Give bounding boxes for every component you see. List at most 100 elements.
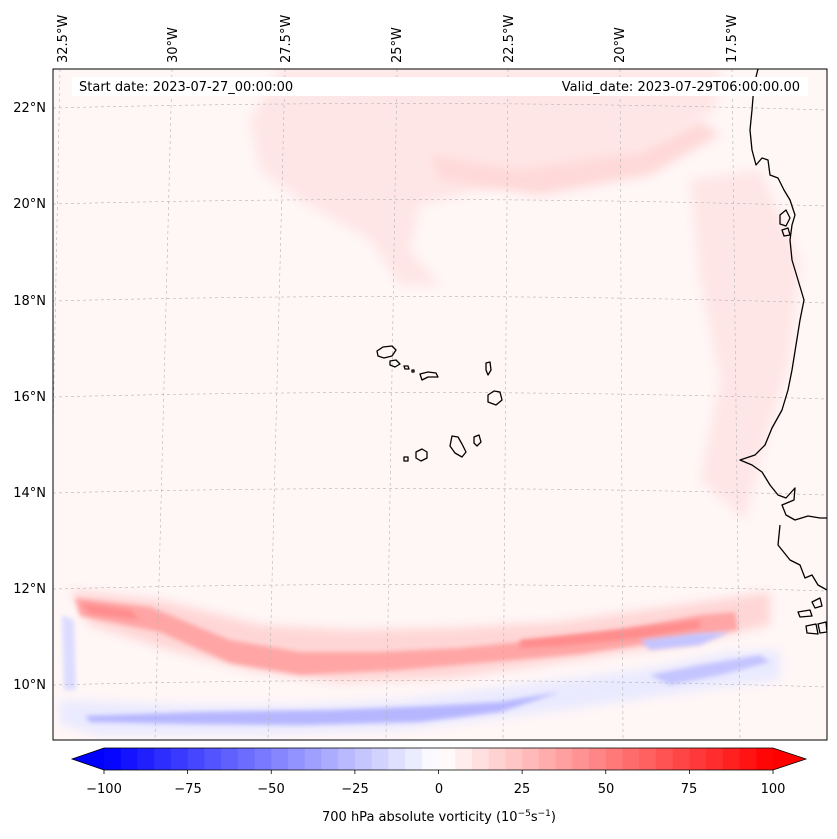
lat-label-20n: 20°N: [13, 197, 46, 212]
lat-label-18n: 18°N: [13, 294, 46, 309]
positive-vorticity-band-core: [75, 598, 738, 675]
colorbar-segment: [371, 748, 389, 770]
lon-label-30w: 30°W: [166, 27, 181, 63]
colorbar-tick-label: 25: [514, 782, 531, 797]
start-date-label: Start date: 2023-07-27_00:00:00: [79, 80, 293, 95]
cape-verde-brava: [403, 456, 409, 462]
colorbar-tick-label: 100: [761, 782, 786, 797]
cape-verde-santa-luzia: [403, 365, 415, 373]
lon-label-27-5w: 27.5°W: [279, 15, 294, 63]
colorbar-segment: [639, 748, 657, 770]
colorbar-segment: [137, 748, 155, 770]
colorbar-segment: [505, 748, 523, 770]
colorbar-extend-min-arrow: [72, 748, 104, 770]
colorbar-segment: [689, 748, 707, 770]
colorbar-segment: [170, 748, 189, 770]
colorbar-segment: [622, 748, 640, 770]
colorbar-segment: [756, 748, 774, 770]
colorbar-segment: [204, 748, 222, 770]
negative-vorticity-west-edge: [62, 615, 76, 690]
date-annotation-background: [72, 77, 808, 96]
colorbar-segment: [221, 748, 239, 770]
colorbar-segment: [605, 748, 624, 770]
cape-verde-santiago: [449, 435, 467, 458]
colorbar-segment: [438, 748, 456, 770]
positive-vorticity-coastal: [690, 170, 800, 520]
lon-label-17-5w: 17.5°W: [725, 15, 740, 63]
colorbar-label: 700 hPa absolute vorticity (10−5s−1): [322, 809, 556, 825]
colorbar-tick-labels: −100 −75 −50 −25 0 25 50 75 100: [86, 782, 785, 797]
colorbar-ticks: [103, 770, 774, 774]
cape-verde-fogo: [415, 448, 428, 462]
colorbar-segment: [271, 748, 289, 770]
colorbar-segment: [455, 748, 473, 770]
colorbar-segment: [488, 748, 507, 770]
bijagos-islands: [797, 597, 827, 635]
colorbar-tick-label: −75: [174, 782, 201, 797]
colorbar-segment: [522, 748, 540, 770]
colorbar-segment: [237, 748, 256, 770]
colorbar-segment: [672, 748, 690, 770]
lon-label-32-5w: 32.5°W: [56, 15, 71, 63]
map-gridlines: [53, 69, 827, 740]
colorbar-segments: [104, 748, 774, 770]
vorticity-field: [60, 69, 800, 735]
guinea-bissau-coast: [777, 524, 827, 591]
coastlines: [376, 69, 827, 635]
colorbar-segment: [287, 748, 306, 770]
colorbar-tick-label: 75: [681, 782, 698, 797]
colorbar-segment: [471, 748, 490, 770]
colorbar-segment: [739, 748, 757, 770]
colorbar-tick-label: 50: [598, 782, 615, 797]
colorbar-extend-max-arrow: [773, 748, 806, 770]
lat-label-22n: 22°N: [13, 101, 46, 116]
negative-vorticity-band-core: [85, 692, 560, 725]
colorbar-tick-label: −100: [86, 782, 122, 797]
colorbar: −100 −75 −50 −25 0 25 50 75 100 700 hPa …: [70, 747, 808, 825]
cape-verde-sao-vicente: [389, 359, 401, 368]
colorbar-segment: [354, 748, 373, 770]
cape-verde-sao-nicolau: [419, 371, 439, 381]
cape-verde-sal: [485, 361, 492, 376]
colorbar-segment: [187, 748, 205, 770]
valid-date-label: Valid_date: 2023-07-29T06:00:00.00: [562, 80, 800, 95]
latitude-labels: 22°N 20°N 18°N 16°N 14°N 12°N 10°N: [13, 101, 46, 693]
lon-label-20w: 20°W: [613, 27, 628, 63]
longitude-labels: 32.5°W 30°W 27.5°W 25°W 22.5°W 20°W 17.5…: [56, 15, 740, 63]
cape-verde-santo-antao: [376, 345, 397, 359]
colorbar-segment: [655, 748, 674, 770]
colorbar-segment: [572, 748, 590, 770]
lat-label-16n: 16°N: [13, 390, 46, 405]
colorbar-segment: [120, 748, 139, 770]
colorbar-segment: [304, 748, 323, 770]
colorbar-segment: [555, 748, 573, 770]
colorbar-segment: [254, 748, 272, 770]
coastal-island-north: [779, 209, 791, 237]
positive-vorticity-streak-north: [430, 120, 720, 195]
colorbar-segment: [388, 748, 406, 770]
colorbar-segment: [421, 748, 440, 770]
colorbar-segment: [538, 748, 557, 770]
map-frame: [52, 68, 828, 741]
cape-verde-maio: [473, 434, 482, 447]
west-africa-coastline: [739, 69, 827, 521]
colorbar-tick-label: −50: [257, 782, 284, 797]
colorbar-segment: [722, 748, 741, 770]
colorbar-segment: [338, 748, 356, 770]
lat-label-12n: 12°N: [13, 582, 46, 597]
colorbar-tick-label: 0: [435, 782, 443, 797]
lon-label-22-5w: 22.5°W: [502, 15, 517, 63]
negative-vorticity-streak-east: [640, 632, 770, 685]
colorbar-segment: [154, 748, 172, 770]
lat-label-10n: 10°N: [13, 678, 46, 693]
map-panel: [53, 69, 827, 740]
colorbar-segment: [405, 748, 423, 770]
cape-verde-boa-vista: [487, 390, 503, 406]
colorbar-tick-label: −25: [341, 782, 368, 797]
colorbar-segment: [104, 748, 122, 770]
colorbar-segment: [589, 748, 607, 770]
colorbar-segment: [706, 748, 724, 770]
lat-label-14n: 14°N: [13, 486, 46, 501]
lon-label-25w: 25°W: [390, 27, 405, 63]
